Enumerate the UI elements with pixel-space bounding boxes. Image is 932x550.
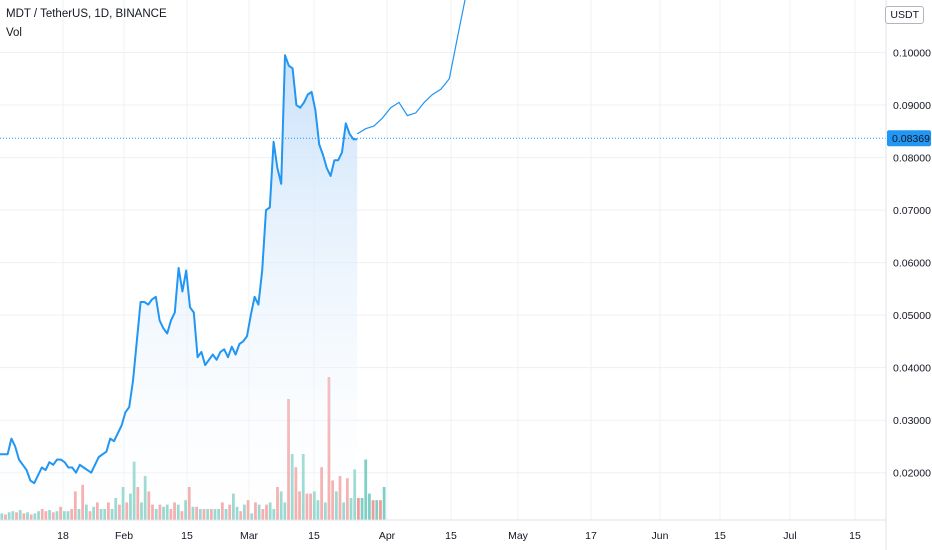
volume-bar <box>379 500 382 520</box>
x-tick-label: 15 <box>181 530 193 542</box>
volume-bar <box>356 498 360 520</box>
x-tick-label: 15 <box>308 530 320 542</box>
price-area <box>0 55 358 520</box>
volume-bar <box>371 500 375 520</box>
volume-bar <box>382 487 386 520</box>
price-area-fill <box>0 55 358 520</box>
y-tick-label: 0.08000 <box>893 153 931 165</box>
time-axis[interactable]: 18 Feb 15 Mar 15 Apr 15 May 17 Jun 15 Jul 15 <box>0 519 886 542</box>
volume-bar <box>364 459 368 520</box>
currency-unit-button[interactable]: USDT <box>885 6 924 24</box>
last-price-tag-box <box>887 130 931 147</box>
x-tick-label: 15 <box>714 530 726 542</box>
projection-line <box>356 0 466 135</box>
volume-bar <box>375 500 379 520</box>
x-tick-label: 17 <box>585 530 597 542</box>
x-tick-label: 15 <box>445 530 457 542</box>
y-tick-label: 0.03000 <box>893 415 931 427</box>
symbol-title[interactable]: MDT / TetherUS, 1D, BINANCE <box>6 8 167 20</box>
projection-series-line <box>356 0 466 135</box>
x-tick-label: Jun <box>652 530 669 542</box>
x-tick-label: 15 <box>849 530 861 542</box>
volume-indicator-label[interactable]: Vol <box>6 27 22 39</box>
y-tick-label: 0.09000 <box>893 100 931 112</box>
x-tick-label: May <box>508 530 529 542</box>
y-tick-label: 0.06000 <box>893 258 931 270</box>
x-tick-label: Apr <box>379 530 396 542</box>
y-tick-label: 0.04000 <box>893 363 931 375</box>
x-tick-label: Jul <box>783 530 796 542</box>
y-tick-label: 0.05000 <box>893 310 931 322</box>
price-series-line <box>0 54 358 485</box>
x-tick-label: Feb <box>115 530 133 542</box>
price-line <box>0 54 358 485</box>
volume-bar <box>360 498 364 520</box>
y-tick-label: 0.02000 <box>893 468 931 480</box>
price-axis[interactable]: 0.02000 0.03000 0.04000 0.05000 0.06000 0.070… <box>885 0 931 550</box>
volume-bar <box>368 493 371 520</box>
last-price-tag-label: 0.08369 <box>892 133 930 145</box>
last-price-tag: 0.08369 <box>887 130 931 147</box>
x-tick-label: Mar <box>240 530 259 542</box>
x-tick-label: 18 <box>57 530 69 542</box>
y-tick-label: 0.07000 <box>893 205 931 217</box>
y-tick-label: 0.10000 <box>893 48 931 60</box>
